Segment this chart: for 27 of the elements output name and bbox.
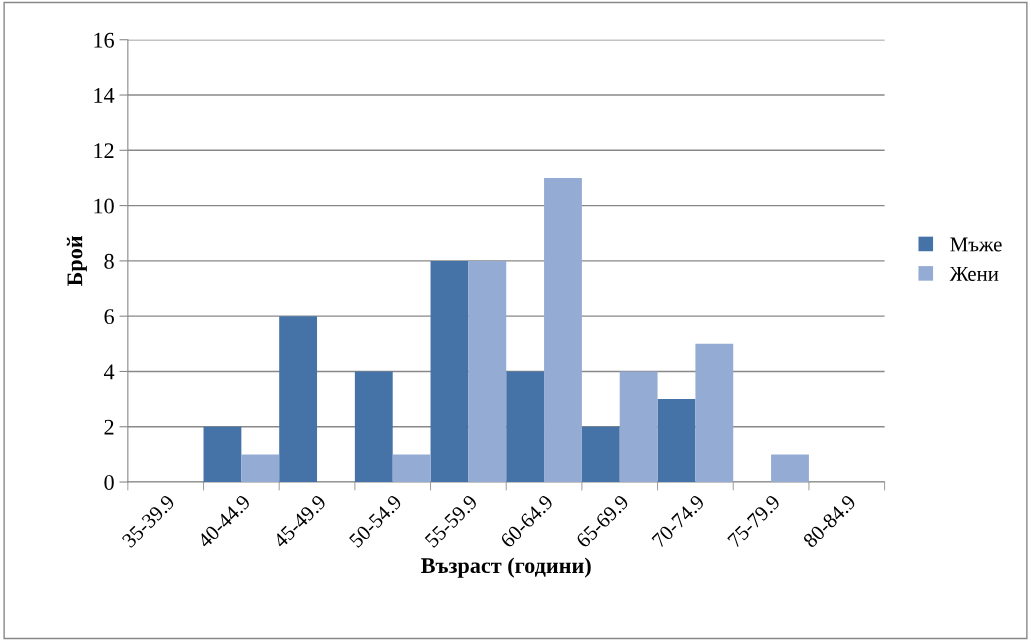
legend-label: Мъже <box>950 237 1002 252</box>
bar <box>506 371 545 483</box>
bar <box>695 343 734 483</box>
bar <box>544 177 582 483</box>
bar <box>279 316 318 483</box>
y-tick-label: 12 <box>94 143 114 159</box>
bar <box>581 426 620 483</box>
bar <box>354 371 393 483</box>
bar <box>241 454 280 483</box>
legend-label: Жени <box>949 267 999 281</box>
x-axis-title: Възраст (години) <box>421 557 591 578</box>
bar <box>619 371 658 483</box>
bar <box>657 399 696 483</box>
y-axis-title: Брой <box>66 235 87 286</box>
bar <box>203 426 242 483</box>
y-tick-label: 10 <box>94 198 114 214</box>
y-tick-label: 8 <box>104 253 114 269</box>
y-tick-label: 14 <box>94 88 115 103</box>
y-tick-label: 4 <box>103 364 115 380</box>
y-tick-label: 2 <box>104 419 114 435</box>
y-tick-label: 16 <box>94 32 114 48</box>
y-tick-label: 0 <box>104 474 114 490</box>
y-tick-label: 6 <box>104 309 114 325</box>
bar <box>771 454 809 483</box>
bar <box>392 454 431 483</box>
bar <box>430 260 469 483</box>
bar <box>468 260 507 483</box>
